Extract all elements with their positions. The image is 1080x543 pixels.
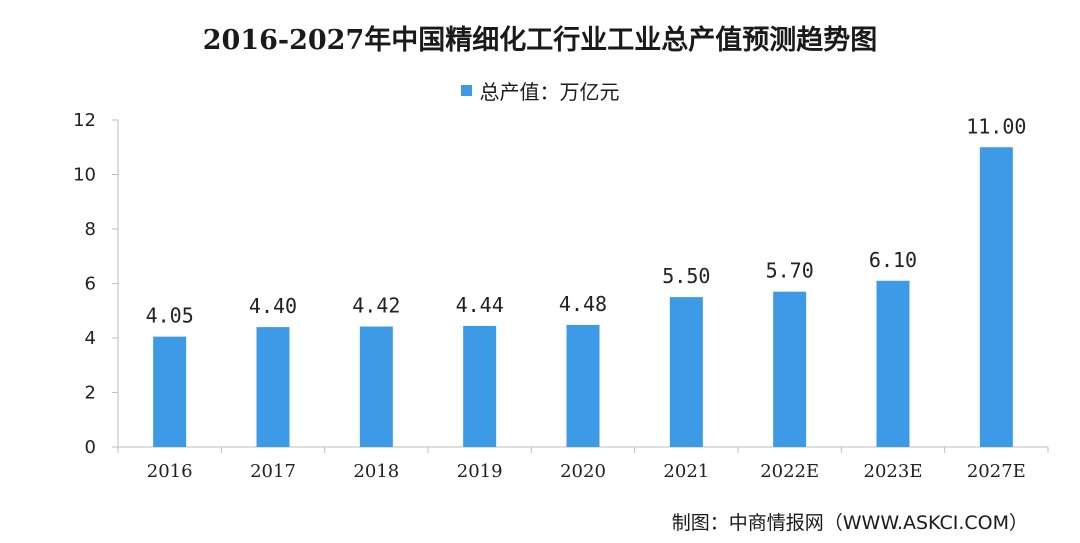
- bar: [566, 324, 600, 447]
- chart-title: 2016-2027年中国精细化工行业工业总产值预测趋势图: [202, 25, 878, 56]
- y-tick-label: 6: [85, 274, 96, 295]
- x-tick-label: 2019: [457, 461, 503, 482]
- x-tick-label: 2027E: [967, 461, 1026, 482]
- y-tick-label: 2: [85, 383, 96, 404]
- legend-label: 总产值：万亿元: [479, 80, 620, 104]
- data-label: 5.50: [662, 264, 710, 288]
- y-tick-label: 4: [85, 328, 96, 349]
- data-label: 4.48: [559, 292, 607, 316]
- bar: [359, 326, 393, 447]
- x-tick-label: 2022E: [760, 461, 819, 482]
- data-label: 4.05: [146, 304, 194, 328]
- x-tick-label: 2020: [560, 461, 606, 482]
- x-tick-label: 2023E: [864, 461, 923, 482]
- bar: [153, 336, 187, 447]
- bar: [876, 280, 910, 447]
- data-label: 4.42: [352, 294, 400, 318]
- legend: 总产值：万亿元: [0, 76, 1080, 105]
- data-label: 5.70: [766, 259, 814, 283]
- legend-swatch: [460, 85, 472, 96]
- data-label: 11.00: [966, 114, 1026, 138]
- bar: [979, 147, 1013, 447]
- data-label: 4.44: [456, 293, 504, 317]
- y-tick-label: 0: [85, 437, 96, 458]
- source-note: 制图：中商情报网（WWW.ASKCI.COM）: [671, 512, 1028, 534]
- data-label: 6.10: [869, 248, 917, 272]
- x-tick-label: 2021: [663, 461, 709, 482]
- x-tick-label: 2018: [353, 461, 399, 482]
- data-label: 4.40: [249, 294, 297, 318]
- bar: [256, 327, 290, 447]
- y-tick-label: 8: [85, 219, 96, 240]
- x-tick-label: 2017: [250, 461, 296, 482]
- x-tick-label: 2016: [147, 461, 193, 482]
- y-tick-label: 10: [73, 165, 96, 186]
- bar: [463, 326, 497, 447]
- y-tick-label: 12: [73, 110, 96, 131]
- bar: [773, 291, 807, 447]
- bar: [669, 297, 703, 447]
